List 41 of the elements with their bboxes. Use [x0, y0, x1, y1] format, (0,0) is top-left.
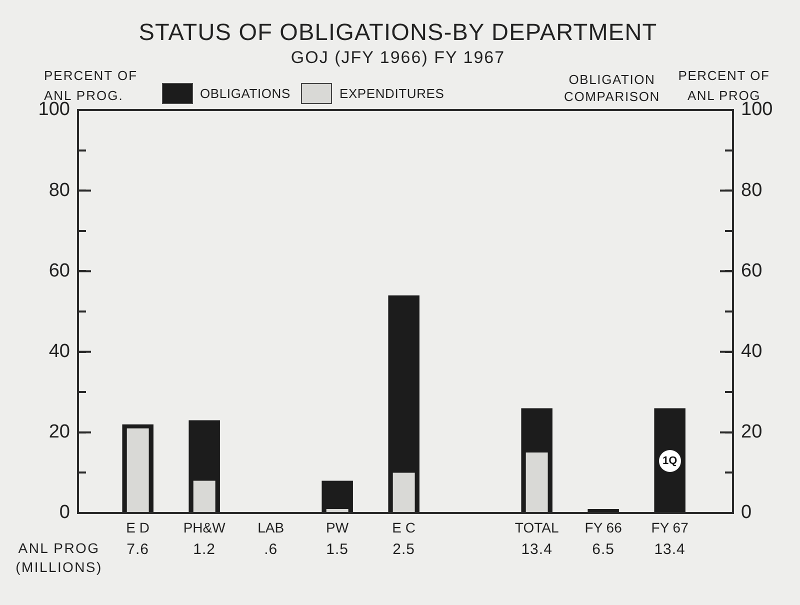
text: ANL PROG (MILLIONS) [14, 539, 104, 577]
bar [322, 480, 353, 512]
bar [126, 428, 149, 512]
y-tick-label: 60 [48, 260, 70, 282]
bar [588, 508, 619, 512]
bar [654, 408, 686, 512]
text: 13.4 [520, 540, 554, 560]
y2-tick-label: 80 [741, 180, 762, 201]
bar [392, 472, 415, 512]
x-tick-label: LAB [258, 519, 284, 536]
x-tick-label: FY 66 [584, 519, 622, 536]
x-tick-label: PH&W [183, 519, 226, 536]
x-tick-label: E C [392, 519, 416, 536]
annotation: 1Q [658, 450, 681, 472]
text: OBLIGATION COMPARISON [563, 71, 661, 105]
text: .6 [263, 540, 279, 560]
y2-tick-label: 20 [741, 422, 762, 443]
text: 1.5 [325, 540, 350, 560]
x-tick-label: E D [126, 519, 150, 536]
bar [326, 508, 348, 512]
bar [193, 480, 216, 512]
legend-label: EXPENDITURES [339, 86, 444, 101]
chart-title: STATUS OF OBLIGATIONS-BY DEPARTMENT [138, 18, 658, 47]
text: 6.5 [591, 540, 616, 560]
chart-subtitle: GOJ (JFY 1966) FY 1967 [290, 47, 506, 69]
y2-tick-label: 40 [741, 341, 762, 362]
text: 13.4 [653, 540, 686, 560]
y-tick-label: 40 [48, 341, 70, 362]
y-tick-label: 0 [59, 502, 70, 524]
x-tick-label: PW [326, 519, 350, 536]
text: 7.6 [126, 540, 150, 560]
x-tick-label: FY 67 [651, 519, 689, 536]
text: 2.5 [392, 540, 416, 560]
legend-label: OBLIGATIONS [200, 86, 290, 101]
y-tick-label: 80 [48, 180, 70, 201]
x-tick-label: TOTAL [514, 519, 559, 536]
y2-tick-label: 0 [741, 502, 752, 524]
bar [526, 452, 548, 512]
y2-tick-label: 60 [741, 260, 762, 282]
y-tick-label: 20 [48, 422, 70, 443]
text: 1.2 [192, 540, 217, 560]
